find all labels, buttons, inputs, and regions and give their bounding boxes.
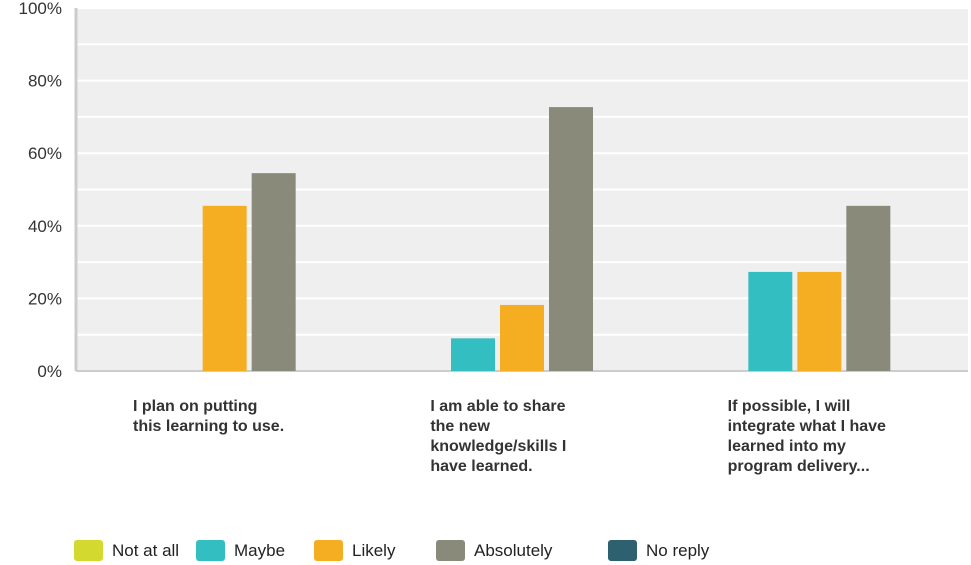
x-category-label: I am able to share the new knowledge/skill… [430, 398, 566, 475]
legend-swatch [436, 540, 465, 561]
legend-label: Absolutely [474, 541, 553, 560]
legend-swatch [314, 540, 343, 561]
bar [748, 271, 793, 371]
legend-label: No reply [646, 541, 710, 560]
legend-swatch [74, 540, 103, 561]
y-tick-label: 100% [19, 0, 62, 18]
legend-item: Maybe [196, 540, 285, 561]
legend-item: Absolutely [436, 540, 553, 561]
bar [251, 173, 296, 371]
legend-label: Likely [352, 541, 396, 560]
x-category-label: If possible, I will integrate what I have… [728, 398, 886, 475]
legend-label: Not at all [112, 541, 179, 560]
bar [846, 205, 891, 371]
bar [797, 271, 842, 371]
y-tick-label: 20% [28, 289, 62, 308]
legend-label: Maybe [234, 541, 285, 560]
y-tick-label: 40% [28, 217, 62, 236]
legend-swatch [608, 540, 637, 561]
y-axis-tick-labels: 0% 20% 40% 60% 80% 100% [19, 0, 62, 381]
legend-item: Likely [314, 540, 396, 561]
legend-item: Not at all [74, 540, 179, 561]
category-labels: I plan on putting this learning to use. I … [133, 398, 886, 475]
legend-swatch [196, 540, 225, 561]
bar [451, 338, 495, 371]
bar [202, 205, 247, 371]
legend: Not at all Maybe Likely Absolutely No reply [74, 540, 710, 561]
y-tick-label: 0% [37, 362, 62, 381]
bar [549, 107, 593, 371]
bars [202, 107, 891, 371]
y-tick-label: 80% [28, 72, 62, 91]
legend-item: No reply [608, 540, 710, 561]
bar [500, 304, 544, 371]
x-category-label: I plan on putting this learning to use. [133, 398, 284, 435]
y-tick-label: 60% [28, 144, 62, 163]
